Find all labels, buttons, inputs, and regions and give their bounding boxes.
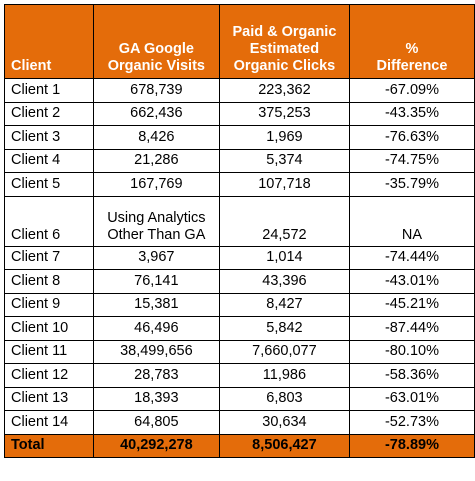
ga-visits: 15,381 (92, 292, 220, 317)
header-ga-line1: GA Google (118, 41, 194, 57)
ga-visits: 18,393 (92, 386, 220, 411)
header-ga-line2: Organic Visits (107, 58, 205, 74)
table-row: Client 10 46,496 5,842 -87.44% (4, 316, 475, 341)
table-row: Client 4 21,286 5,374 -74.75% (4, 148, 475, 173)
percent-difference: -43.01% (348, 269, 475, 294)
percent-difference: -63.01% (348, 386, 475, 411)
comparison-table-container: Client GA Google Organic Visits Paid & O… (4, 4, 475, 458)
estimated-clicks: 1,969 (218, 125, 350, 150)
percent-difference: -74.44% (348, 245, 475, 270)
estimated-clicks: 107,718 (218, 172, 350, 197)
percent-difference: -52.73% (348, 410, 475, 435)
header-estimated-clicks: Paid & Organic Estimated Organic Clicks (218, 4, 350, 79)
total-estimated-clicks: 8,506,427 (218, 433, 350, 458)
ga-visits: 8,426 (92, 125, 220, 150)
estimated-clicks: 6,803 (218, 386, 350, 411)
table-row: Client 13 18,393 6,803 -63.01% (4, 386, 475, 411)
analytics-comparison-table: Client GA Google Organic Visits Paid & O… (4, 4, 475, 458)
header-client: Client (4, 4, 94, 79)
percent-difference: -67.09% (348, 78, 475, 103)
percent-difference: -58.36% (348, 363, 475, 388)
ga-visits: 662,436 (92, 101, 220, 126)
ga-visits: 3,967 (92, 245, 220, 270)
table-row: Client 7 3,967 1,014 -74.44% (4, 245, 475, 270)
estimated-clicks: 223,362 (218, 78, 350, 103)
client-name: Client 10 (4, 316, 94, 341)
header-paid-line1: Paid & Organic (232, 24, 337, 40)
client-name: Client 7 (4, 245, 94, 270)
header-client-label: Client (11, 58, 52, 74)
ga-visits: 76,141 (92, 269, 220, 294)
client-name: Client 1 (4, 78, 94, 103)
ga-note-line2: Other Than GA (107, 226, 206, 243)
table-row: Client 3 8,426 1,969 -76.63% (4, 125, 475, 150)
table-row: Client 6 Using Analytics Other Than GA 2… (4, 195, 475, 247)
total-ga-visits: 40,292,278 (92, 433, 220, 458)
ga-visits-note: Using Analytics Other Than GA (92, 195, 220, 247)
header-paid-line3: Organic Clicks (233, 58, 336, 74)
percent-difference: -80.10% (348, 339, 475, 364)
header-row: Client GA Google Organic Visits Paid & O… (4, 4, 475, 79)
ga-visits: 21,286 (92, 148, 220, 173)
ga-visits: 678,739 (92, 78, 220, 103)
client-name: Client 5 (4, 172, 94, 197)
client-name: Client 9 (4, 292, 94, 317)
estimated-clicks: 8,427 (218, 292, 350, 317)
estimated-clicks: 11,986 (218, 363, 350, 388)
header-percent-difference: % Difference (348, 4, 475, 79)
ga-visits: 46,496 (92, 316, 220, 341)
table-row: Client 1 678,739 223,362 -67.09% (4, 78, 475, 103)
client-name: Client 13 (4, 386, 94, 411)
percent-difference: -43.35% (348, 101, 475, 126)
percent-difference: NA (348, 195, 475, 247)
client-name: Client 11 (4, 339, 94, 364)
total-label: Total (4, 433, 94, 458)
percent-difference: -45.21% (348, 292, 475, 317)
header-paid-line2: Estimated (249, 41, 320, 57)
estimated-clicks: 5,842 (218, 316, 350, 341)
table-row: Client 9 15,381 8,427 -45.21% (4, 292, 475, 317)
table-row: Client 2 662,436 375,253 -43.35% (4, 101, 475, 126)
ga-visits: 38,499,656 (92, 339, 220, 364)
client-name: Client 2 (4, 101, 94, 126)
table-row: Client 12 28,783 11,986 -58.36% (4, 363, 475, 388)
ga-visits: 167,769 (92, 172, 220, 197)
client-name: Client 12 (4, 363, 94, 388)
estimated-clicks: 24,572 (218, 195, 350, 247)
percent-difference: -76.63% (348, 125, 475, 150)
total-percent-difference: -78.89% (348, 433, 475, 458)
estimated-clicks: 43,396 (218, 269, 350, 294)
ga-note-line1: Using Analytics (107, 209, 206, 226)
percent-difference: -35.79% (348, 172, 475, 197)
table-row: Client 8 76,141 43,396 -43.01% (4, 269, 475, 294)
header-diff-line2: Difference (376, 58, 448, 74)
header-diff-line1: % (405, 41, 419, 57)
estimated-clicks: 1,014 (218, 245, 350, 270)
total-row: Total 40,292,278 8,506,427 -78.89% (4, 433, 475, 458)
ga-visits: 28,783 (92, 363, 220, 388)
estimated-clicks: 5,374 (218, 148, 350, 173)
estimated-clicks: 375,253 (218, 101, 350, 126)
estimated-clicks: 30,634 (218, 410, 350, 435)
client-name: Client 3 (4, 125, 94, 150)
table-row: Client 5 167,769 107,718 -35.79% (4, 172, 475, 197)
percent-difference: -74.75% (348, 148, 475, 173)
client-name: Client 8 (4, 269, 94, 294)
ga-visits: 64,805 (92, 410, 220, 435)
estimated-clicks: 7,660,077 (218, 339, 350, 364)
client-name: Client 14 (4, 410, 94, 435)
header-ga-visits: GA Google Organic Visits (92, 4, 220, 79)
percent-difference: -87.44% (348, 316, 475, 341)
client-name: Client 6 (4, 195, 94, 247)
table-row: Client 14 64,805 30,634 -52.73% (4, 410, 475, 435)
table-row: Client 11 38,499,656 7,660,077 -80.10% (4, 339, 475, 364)
client-name: Client 4 (4, 148, 94, 173)
